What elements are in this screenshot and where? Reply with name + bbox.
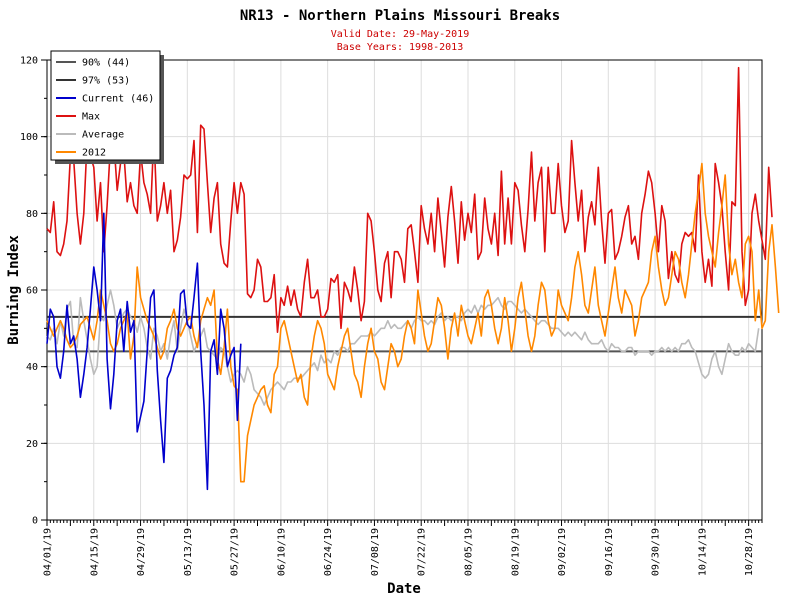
x-tick-label: 08/19/19 bbox=[510, 528, 521, 576]
x-tick-label: 10/14/19 bbox=[697, 528, 708, 576]
x-tick-label: 04/15/19 bbox=[89, 528, 100, 576]
y-axis-label: Burning Index bbox=[6, 235, 22, 345]
y-tick-label: 20 bbox=[26, 439, 38, 450]
y-tick-label: 40 bbox=[26, 362, 38, 373]
series-line-max bbox=[46, 66, 773, 334]
y-axis-ticks: 0 20 40 60 80 100 120 bbox=[20, 56, 47, 527]
series-lines bbox=[46, 66, 780, 491]
legend-entry-label: 2012 bbox=[82, 148, 106, 159]
legend-entry-label: Current (46) bbox=[82, 94, 154, 105]
chart-title: NR13 - Northern Plains Missouri Breaks bbox=[240, 8, 560, 24]
y-tick-label: 0 bbox=[32, 516, 38, 527]
series-line-current-46 bbox=[46, 212, 242, 491]
x-axis-ticks: 04/01/19 04/15/19 04/29/19 05/13/19 05/27/19… bbox=[43, 520, 763, 576]
x-tick-label: 07/22/19 bbox=[417, 528, 428, 576]
x-tick-label: 08/05/19 bbox=[463, 528, 474, 576]
x-tick-label: 04/01/19 bbox=[43, 528, 54, 576]
legend-entry-label: Average bbox=[82, 130, 124, 141]
x-axis-label: Date bbox=[387, 581, 421, 597]
y-tick-label: 60 bbox=[26, 286, 38, 297]
x-tick-label: 04/29/19 bbox=[136, 528, 147, 576]
grid bbox=[46, 59, 762, 521]
x-tick-label: 10/28/19 bbox=[744, 528, 755, 576]
x-tick-label: 06/24/19 bbox=[323, 528, 334, 576]
y-tick-label: 100 bbox=[20, 132, 38, 143]
legend-box bbox=[50, 50, 161, 161]
x-tick-label: 07/08/19 bbox=[370, 528, 381, 576]
x-tick-label: 09/30/19 bbox=[651, 528, 662, 576]
x-tick-label: 09/16/19 bbox=[604, 528, 615, 576]
legend-entry-label: 90% (44) bbox=[82, 58, 130, 69]
x-tick-label: 05/13/19 bbox=[183, 528, 194, 576]
chart-subtitle-valid-date: Valid Date: 29-May-2019 bbox=[331, 29, 469, 40]
legend-entry-label: Max bbox=[82, 112, 100, 123]
chart-subtitle-base-years: Base Years: 1998-2013 bbox=[337, 42, 463, 53]
legend: 90% (44) 97% (53) Current (46) Max Average 20… bbox=[50, 50, 164, 164]
x-tick-label: 05/27/19 bbox=[230, 528, 241, 576]
series-line-average bbox=[46, 289, 760, 406]
x-tick-label: 09/02/19 bbox=[557, 528, 568, 576]
y-tick-label: 80 bbox=[26, 209, 38, 220]
y-tick-label: 120 bbox=[20, 56, 38, 67]
legend-entry-label: 97% (53) bbox=[82, 76, 130, 87]
x-tick-label: 06/10/19 bbox=[276, 528, 287, 576]
series-line-2012 bbox=[46, 162, 780, 483]
